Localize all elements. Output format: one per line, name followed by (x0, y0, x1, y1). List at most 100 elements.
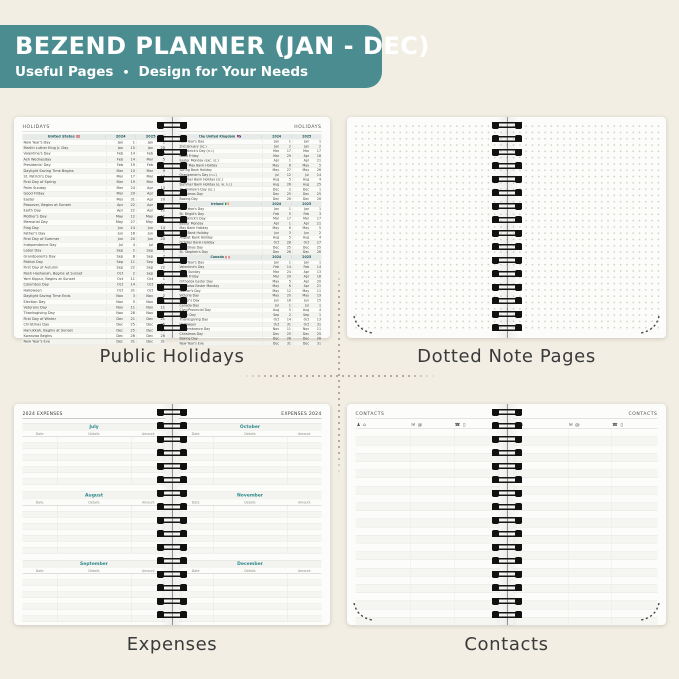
holiday-row: Daylight Saving Time BeginsMar10Mar9 (22, 168, 167, 175)
contact-entry-row (513, 461, 658, 470)
expense-entry-row (22, 541, 166, 548)
expense-entry-cell (287, 479, 321, 485)
holiday-month-y1: Apr (262, 159, 279, 163)
spiral-coil (157, 557, 187, 564)
contact-entry-row (513, 437, 658, 446)
contact-entry-cell (453, 609, 500, 617)
expense-entry-row (22, 473, 166, 479)
expense-entry-cell (131, 616, 165, 622)
holiday-day-y1: 12 (286, 289, 291, 293)
holiday-day-y2: 14 (316, 173, 321, 177)
holiday-month-y2: Jan (292, 144, 309, 149)
expense-column-label: Details (244, 500, 256, 505)
page-gutter-line (506, 404, 508, 625)
holiday-name: Labor Day (23, 249, 42, 253)
holiday-name: New Year's Day (179, 260, 205, 265)
dotted-divider-horizontal (240, 375, 438, 377)
holiday-day-y1: 1 (288, 159, 291, 163)
contact-entry-cell (410, 437, 453, 445)
expense-entry-row (22, 529, 166, 536)
holiday-day-y2: 27 (316, 241, 321, 245)
contact-entry-row (513, 494, 658, 503)
holiday-day-y1: 31 (130, 288, 135, 293)
expense-month-title: October (178, 423, 322, 431)
contact-entry-cell (453, 519, 500, 527)
contact-entry-cell (567, 453, 611, 462)
holiday-month-y1: Nov (106, 300, 123, 304)
holiday-day-y1: 25 (286, 332, 291, 336)
expense-entry-cell (131, 523, 165, 529)
expense-entry-cell (287, 517, 321, 523)
contacts-page-label: CONTACTS (513, 412, 658, 419)
holiday-month-y2: Oct (292, 241, 309, 245)
holiday-day-y2: 26 (316, 197, 321, 201)
contact-entry-cell (410, 560, 453, 568)
spiral-coil (491, 283, 522, 291)
holiday-country-label: United States (23, 135, 106, 139)
expense-entry-cell (23, 479, 57, 485)
contact-entry-cell (567, 437, 611, 445)
holiday-row: Orthodox Easter Monday May 6 Apr 21 (178, 284, 322, 289)
holiday-country-label: Canada (179, 256, 262, 259)
spiral-coil (491, 270, 522, 277)
expenses-left-blocks: July Date Details Amount August Date Details Am… (22, 423, 166, 622)
expenses-left-page: 2024 EXPENSES July Date Details Amount Augus… (14, 404, 172, 625)
holiday-row: October Bank Holiday Oct 28 Oct 27 (178, 240, 322, 246)
contact-entry-row (355, 576, 500, 585)
contact-entry-row (355, 601, 500, 610)
holiday-day-y2: 4 (318, 308, 321, 312)
contact-entry-row (355, 568, 500, 577)
holiday-day-y2: 22 (154, 209, 167, 213)
holiday-day-y2: 26 (316, 250, 321, 254)
expense-entry-cell (23, 604, 57, 610)
holiday-section-header: United States 2024 2025 (22, 134, 166, 140)
expense-entry-row (178, 592, 322, 598)
holiday-month-y2: May (292, 289, 309, 293)
holiday-day-y2: 9 (154, 169, 167, 173)
banner-subtitle: Useful Pages • Design for Your Needs (15, 64, 382, 80)
holiday-month-y1: Jun (106, 226, 123, 230)
holiday-day-y1: 14 (130, 283, 135, 287)
expense-entry-cell (212, 529, 287, 535)
holiday-name: Good Friday (179, 154, 199, 158)
expense-entry-row (22, 592, 166, 598)
holiday-day-y1: 14 (130, 226, 135, 230)
holidays-left-page: HOLIDAYS United States 2024 2025 New Year's… (14, 117, 172, 346)
expense-column-label: Amount (141, 568, 155, 573)
holiday-month-y2: Oct (136, 288, 153, 293)
holiday-day-y2: 18 (316, 275, 321, 279)
holiday-name: St. Patrick's Day (179, 217, 206, 221)
holiday-name: Mother's Day (23, 214, 47, 219)
holiday-day-y1: 1 (288, 140, 291, 144)
holiday-name: Christmas Day (179, 245, 203, 249)
holiday-name: October Bank Holiday (179, 241, 215, 245)
holiday-row: Boxing Day Dec 26 Dec 26 (178, 337, 322, 342)
uk-ireland-canada-holiday-table: the United Kingdom 2024 2025 New Year's Day… (178, 134, 322, 347)
expense-entry-row (178, 523, 322, 530)
holiday-day-y2: 26 (316, 337, 321, 341)
holiday-country-label: Ireland (179, 202, 262, 206)
holiday-month-y2: May (136, 214, 153, 219)
holiday-month-y2: Apr (292, 275, 309, 279)
expense-entry-cell (212, 592, 287, 598)
holiday-name: August Bank Holiday (179, 236, 213, 240)
contact-entry-cell (611, 453, 657, 462)
expense-entry-cell (56, 574, 131, 580)
holiday-month-y2: Dec (136, 323, 153, 327)
contact-entry-cell (356, 454, 411, 462)
banner-subtitle-right: Design for Your Needs (138, 64, 309, 80)
holiday-month-y1: Mar (262, 217, 279, 221)
holiday-month-y2: Sep (292, 313, 309, 317)
spiral-coil (157, 189, 187, 196)
country-name: Canada (210, 255, 224, 259)
holiday-month-y1: Jan (262, 144, 279, 149)
mobile-icon: ▯ (462, 422, 466, 428)
holiday-name: Christmas Day (179, 192, 203, 196)
holiday-year-label: 2024 (261, 134, 291, 139)
expense-entry-cell (56, 473, 131, 479)
spiral-coil (157, 175, 187, 183)
expense-entry-cell (131, 467, 165, 473)
expense-entry-cell (212, 580, 287, 586)
expense-column-label: Amount (141, 500, 155, 505)
